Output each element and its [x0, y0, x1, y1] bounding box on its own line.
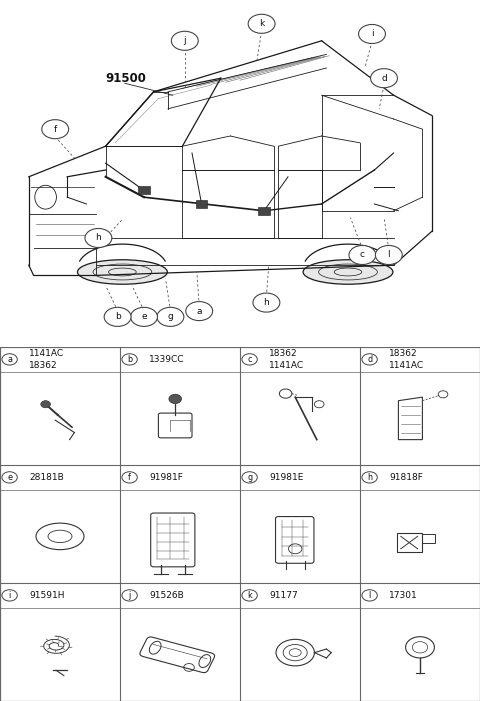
- Text: 18362: 18362: [29, 361, 58, 370]
- Text: e: e: [7, 473, 12, 482]
- Text: j: j: [129, 591, 131, 600]
- Text: 91591H: 91591H: [29, 591, 65, 600]
- Circle shape: [2, 590, 17, 601]
- Circle shape: [2, 354, 17, 365]
- Bar: [397, 533, 422, 552]
- Text: 1141AC: 1141AC: [29, 348, 64, 358]
- Text: 91177: 91177: [269, 591, 298, 600]
- Text: e: e: [141, 313, 147, 321]
- Circle shape: [171, 32, 198, 50]
- Circle shape: [362, 354, 377, 365]
- Circle shape: [122, 472, 137, 483]
- Text: 28181B: 28181B: [29, 473, 64, 482]
- Circle shape: [122, 590, 137, 601]
- Text: 1141AC: 1141AC: [389, 361, 424, 370]
- Text: h: h: [96, 233, 101, 243]
- Circle shape: [362, 472, 377, 483]
- Text: b: b: [115, 313, 120, 321]
- Circle shape: [169, 395, 181, 404]
- Text: 18362: 18362: [389, 348, 418, 358]
- Text: c: c: [247, 355, 252, 364]
- Text: d: d: [381, 74, 387, 83]
- Text: g: g: [168, 313, 173, 321]
- Text: a: a: [7, 355, 12, 364]
- Text: 17301: 17301: [389, 591, 418, 600]
- Text: g: g: [247, 473, 252, 482]
- Bar: [196, 200, 207, 208]
- Text: f: f: [54, 125, 57, 134]
- Circle shape: [2, 472, 17, 483]
- Text: j: j: [183, 36, 186, 46]
- Circle shape: [122, 354, 137, 365]
- Text: 91981F: 91981F: [149, 473, 183, 482]
- Text: i: i: [371, 29, 373, 39]
- Text: h: h: [367, 473, 372, 482]
- Circle shape: [362, 590, 377, 601]
- Circle shape: [157, 307, 184, 327]
- Text: 91526B: 91526B: [149, 591, 184, 600]
- Bar: [258, 207, 270, 215]
- Circle shape: [375, 245, 402, 264]
- Text: d: d: [367, 355, 372, 364]
- Circle shape: [104, 307, 131, 327]
- Bar: [138, 186, 150, 194]
- Circle shape: [42, 120, 69, 139]
- Circle shape: [242, 472, 257, 483]
- Text: c: c: [360, 250, 365, 259]
- Text: k: k: [259, 20, 264, 28]
- Text: 1339CC: 1339CC: [149, 355, 185, 364]
- Circle shape: [186, 301, 213, 320]
- Text: f: f: [128, 473, 131, 482]
- Ellipse shape: [303, 260, 393, 284]
- Circle shape: [371, 69, 397, 88]
- Text: 91818F: 91818F: [389, 473, 423, 482]
- Ellipse shape: [77, 260, 168, 284]
- Text: i: i: [9, 591, 11, 600]
- Circle shape: [85, 229, 112, 247]
- Text: h: h: [264, 298, 269, 307]
- Text: 1141AC: 1141AC: [269, 361, 304, 370]
- Circle shape: [131, 307, 157, 327]
- Text: 18362: 18362: [269, 348, 298, 358]
- Text: l: l: [387, 250, 390, 259]
- Circle shape: [242, 354, 257, 365]
- Text: l: l: [369, 591, 371, 600]
- Text: 91500: 91500: [106, 72, 146, 85]
- Bar: [422, 533, 435, 543]
- Text: k: k: [247, 591, 252, 600]
- Circle shape: [248, 14, 275, 34]
- Circle shape: [253, 293, 280, 312]
- Circle shape: [242, 590, 257, 601]
- Text: 91981E: 91981E: [269, 473, 304, 482]
- Circle shape: [359, 25, 385, 43]
- Circle shape: [41, 401, 50, 408]
- Text: a: a: [196, 306, 202, 315]
- Circle shape: [349, 245, 376, 264]
- Text: b: b: [127, 355, 132, 364]
